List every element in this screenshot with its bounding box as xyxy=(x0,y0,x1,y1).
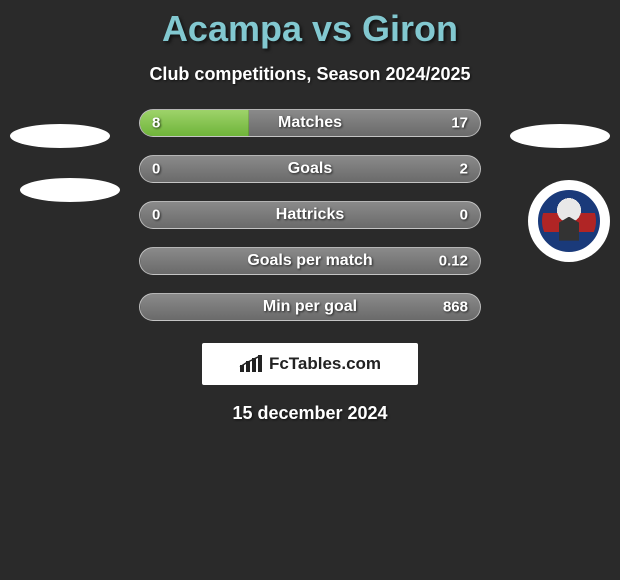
stats-container: 8 Matches 17 0 Goals 2 0 Hattricks 0 Goa… xyxy=(139,109,481,321)
stat-right-value: 868 xyxy=(443,299,468,316)
stat-right-value: 2 xyxy=(460,161,468,178)
stat-left-value: 0 xyxy=(152,161,160,178)
stat-right-value: 17 xyxy=(451,115,468,132)
stat-label: Min per goal xyxy=(263,298,357,316)
page-subtitle: Club competitions, Season 2024/2025 xyxy=(0,64,620,85)
left-player-marker-1 xyxy=(10,124,110,148)
left-player-marker-2 xyxy=(20,178,120,202)
stat-right-value: 0.12 xyxy=(439,253,468,270)
stat-bar-min-per-goal: Min per goal 868 xyxy=(139,293,481,321)
stat-label: Goals per match xyxy=(247,252,372,270)
stat-bar-goals: 0 Goals 2 xyxy=(139,155,481,183)
right-player-marker-1 xyxy=(510,124,610,148)
stat-left-value: 8 xyxy=(152,115,160,132)
page-title: Acampa vs Giron xyxy=(0,0,620,50)
date-text: 15 december 2024 xyxy=(0,403,620,424)
stat-fill xyxy=(140,294,141,320)
stat-label: Goals xyxy=(288,160,332,178)
stat-fill xyxy=(140,156,141,182)
stat-label: Hattricks xyxy=(276,206,344,224)
stat-bar-hattricks: 0 Hattricks 0 xyxy=(139,201,481,229)
branding-text: FcTables.com xyxy=(269,354,381,374)
stat-fill xyxy=(140,202,141,228)
stat-fill xyxy=(140,248,141,274)
stat-left-value: 0 xyxy=(152,207,160,224)
stat-right-value: 0 xyxy=(460,207,468,224)
club-crest-inner xyxy=(538,190,600,252)
club-crest xyxy=(528,180,610,262)
stat-bar-goals-per-match: Goals per match 0.12 xyxy=(139,247,481,275)
bar-chart-icon xyxy=(239,355,263,373)
branding-badge: FcTables.com xyxy=(202,343,418,385)
stat-label: Matches xyxy=(278,114,342,132)
stat-bar-matches: 8 Matches 17 xyxy=(139,109,481,137)
